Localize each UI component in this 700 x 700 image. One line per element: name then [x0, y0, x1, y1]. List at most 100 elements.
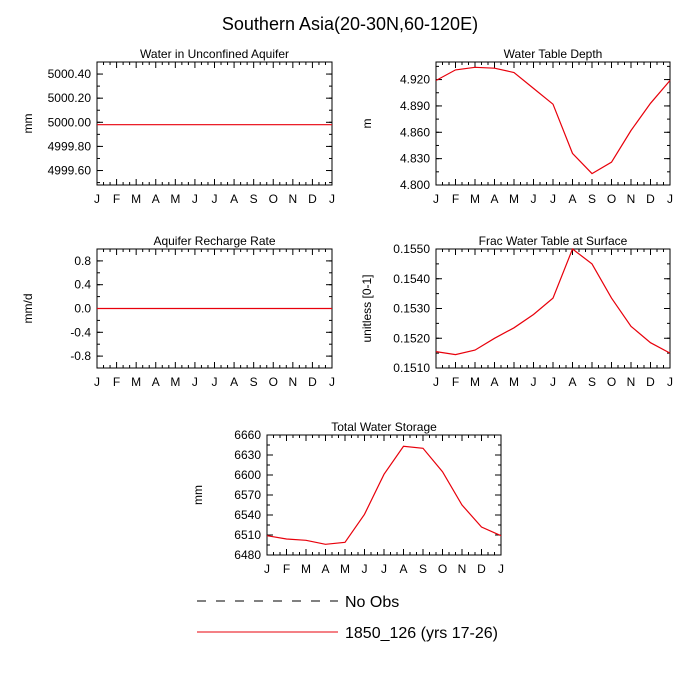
x-tick-label: A [230, 192, 238, 206]
y-axis-label: mm/d [21, 294, 35, 324]
x-tick-label: M [170, 375, 180, 389]
x-tick-label: N [627, 192, 636, 206]
x-tick-label: J [94, 375, 100, 389]
series-line-1850-126 [266, 445, 502, 545]
x-tick-label: S [588, 192, 596, 206]
x-tick-label: J [550, 375, 556, 389]
x-tick-label: M [470, 192, 480, 206]
x-tick-label: O [607, 192, 616, 206]
x-tick-label: A [490, 375, 498, 389]
x-tick-label: J [531, 192, 537, 206]
x-tick-label: J [362, 562, 368, 576]
plot-frame [96, 61, 333, 186]
x-tick-label: M [170, 192, 180, 206]
x-tick-label: A [568, 375, 576, 389]
y-tick-label: 0.0 [74, 302, 91, 316]
x-tick-label: J [212, 375, 218, 389]
panel-title: Water in Unconfined Aquifer [140, 47, 289, 61]
x-tick-label: S [250, 375, 258, 389]
panel-title: Water Table Depth [504, 47, 603, 61]
x-tick-label: A [490, 192, 498, 206]
x-tick-label: O [607, 375, 616, 389]
x-tick-label: M [509, 192, 519, 206]
x-tick-label: D [308, 192, 317, 206]
x-tick-label: J [381, 562, 387, 576]
x-tick-label: J [498, 562, 504, 576]
y-tick-label: 6510 [234, 528, 261, 542]
x-tick-label: M [131, 192, 141, 206]
x-tick-label: M [301, 562, 311, 576]
x-tick-label: A [321, 562, 329, 576]
x-tick-label: J [192, 375, 198, 389]
x-tick-label: J [667, 375, 673, 389]
x-tick-label: A [230, 375, 238, 389]
x-tick-label: D [308, 375, 317, 389]
y-tick-label: 5000.00 [48, 115, 92, 129]
x-tick-label: M [509, 375, 519, 389]
x-tick-label: J [433, 375, 439, 389]
series-line-1850-126 [435, 66, 671, 175]
y-tick-label: 6660 [234, 428, 261, 442]
panel-title: Total Water Storage [331, 420, 437, 434]
x-tick-label: O [269, 375, 278, 389]
x-tick-label: J [192, 192, 198, 206]
plot-frame [435, 61, 671, 186]
x-tick-label: J [329, 192, 335, 206]
x-tick-label: D [646, 192, 655, 206]
x-tick-label: J [550, 192, 556, 206]
y-tick-label: 0.1510 [393, 361, 430, 375]
x-tick-label: A [568, 192, 576, 206]
y-tick-label: 4.920 [400, 73, 430, 87]
y-tick-label: 4.890 [400, 99, 430, 113]
x-tick-label: F [452, 192, 459, 206]
x-tick-label: S [588, 375, 596, 389]
y-tick-label: 0.4 [74, 278, 91, 292]
x-tick-label: D [477, 562, 486, 576]
x-tick-label: A [399, 562, 407, 576]
figure-title: Southern Asia(20-30N,60-120E) [222, 14, 478, 34]
y-tick-label: -0.8 [70, 349, 91, 363]
x-tick-label: N [288, 192, 297, 206]
x-tick-label: N [288, 375, 297, 389]
x-tick-label: J [329, 375, 335, 389]
panel-title: Aquifer Recharge Rate [153, 234, 275, 248]
y-tick-label: 4.800 [400, 178, 430, 192]
x-tick-label: J [212, 192, 218, 206]
x-tick-label: N [627, 375, 636, 389]
y-tick-label: 0.1520 [393, 331, 430, 345]
y-axis-label: unitless [0-1] [360, 274, 374, 342]
y-tick-label: -0.4 [70, 325, 91, 339]
x-tick-label: M [470, 375, 480, 389]
series-line-1850-126 [435, 248, 671, 356]
x-tick-label: J [433, 192, 439, 206]
panel-frac-water-table-at-surface: Frac Water Table at Surface unitless [0-1… [360, 234, 673, 389]
y-tick-label: 5000.20 [48, 91, 92, 105]
y-tick-label: 6630 [234, 448, 261, 462]
y-tick-label: 6540 [234, 508, 261, 522]
y-tick-label: 4999.80 [48, 139, 92, 153]
x-tick-label: S [250, 192, 258, 206]
x-tick-label: M [340, 562, 350, 576]
x-tick-label: S [419, 562, 427, 576]
legend: No Obs 1850_126 (yrs 17-26) [197, 594, 498, 642]
x-tick-label: F [452, 375, 459, 389]
plot-frame [435, 248, 671, 369]
x-tick-label: J [667, 192, 673, 206]
y-axis-label: mm [191, 485, 205, 505]
y-tick-label: 0.8 [74, 254, 91, 268]
panel-title: Frac Water Table at Surface [479, 234, 628, 248]
y-axis-label: m [360, 119, 374, 129]
x-tick-label: N [458, 562, 467, 576]
y-tick-label: 4999.60 [48, 164, 92, 178]
x-tick-label: J [94, 192, 100, 206]
x-tick-label: F [113, 192, 120, 206]
legend-label-no-obs: No Obs [345, 594, 399, 611]
y-tick-label: 6570 [234, 488, 261, 502]
x-tick-label: A [152, 192, 160, 206]
x-tick-label: O [438, 562, 447, 576]
